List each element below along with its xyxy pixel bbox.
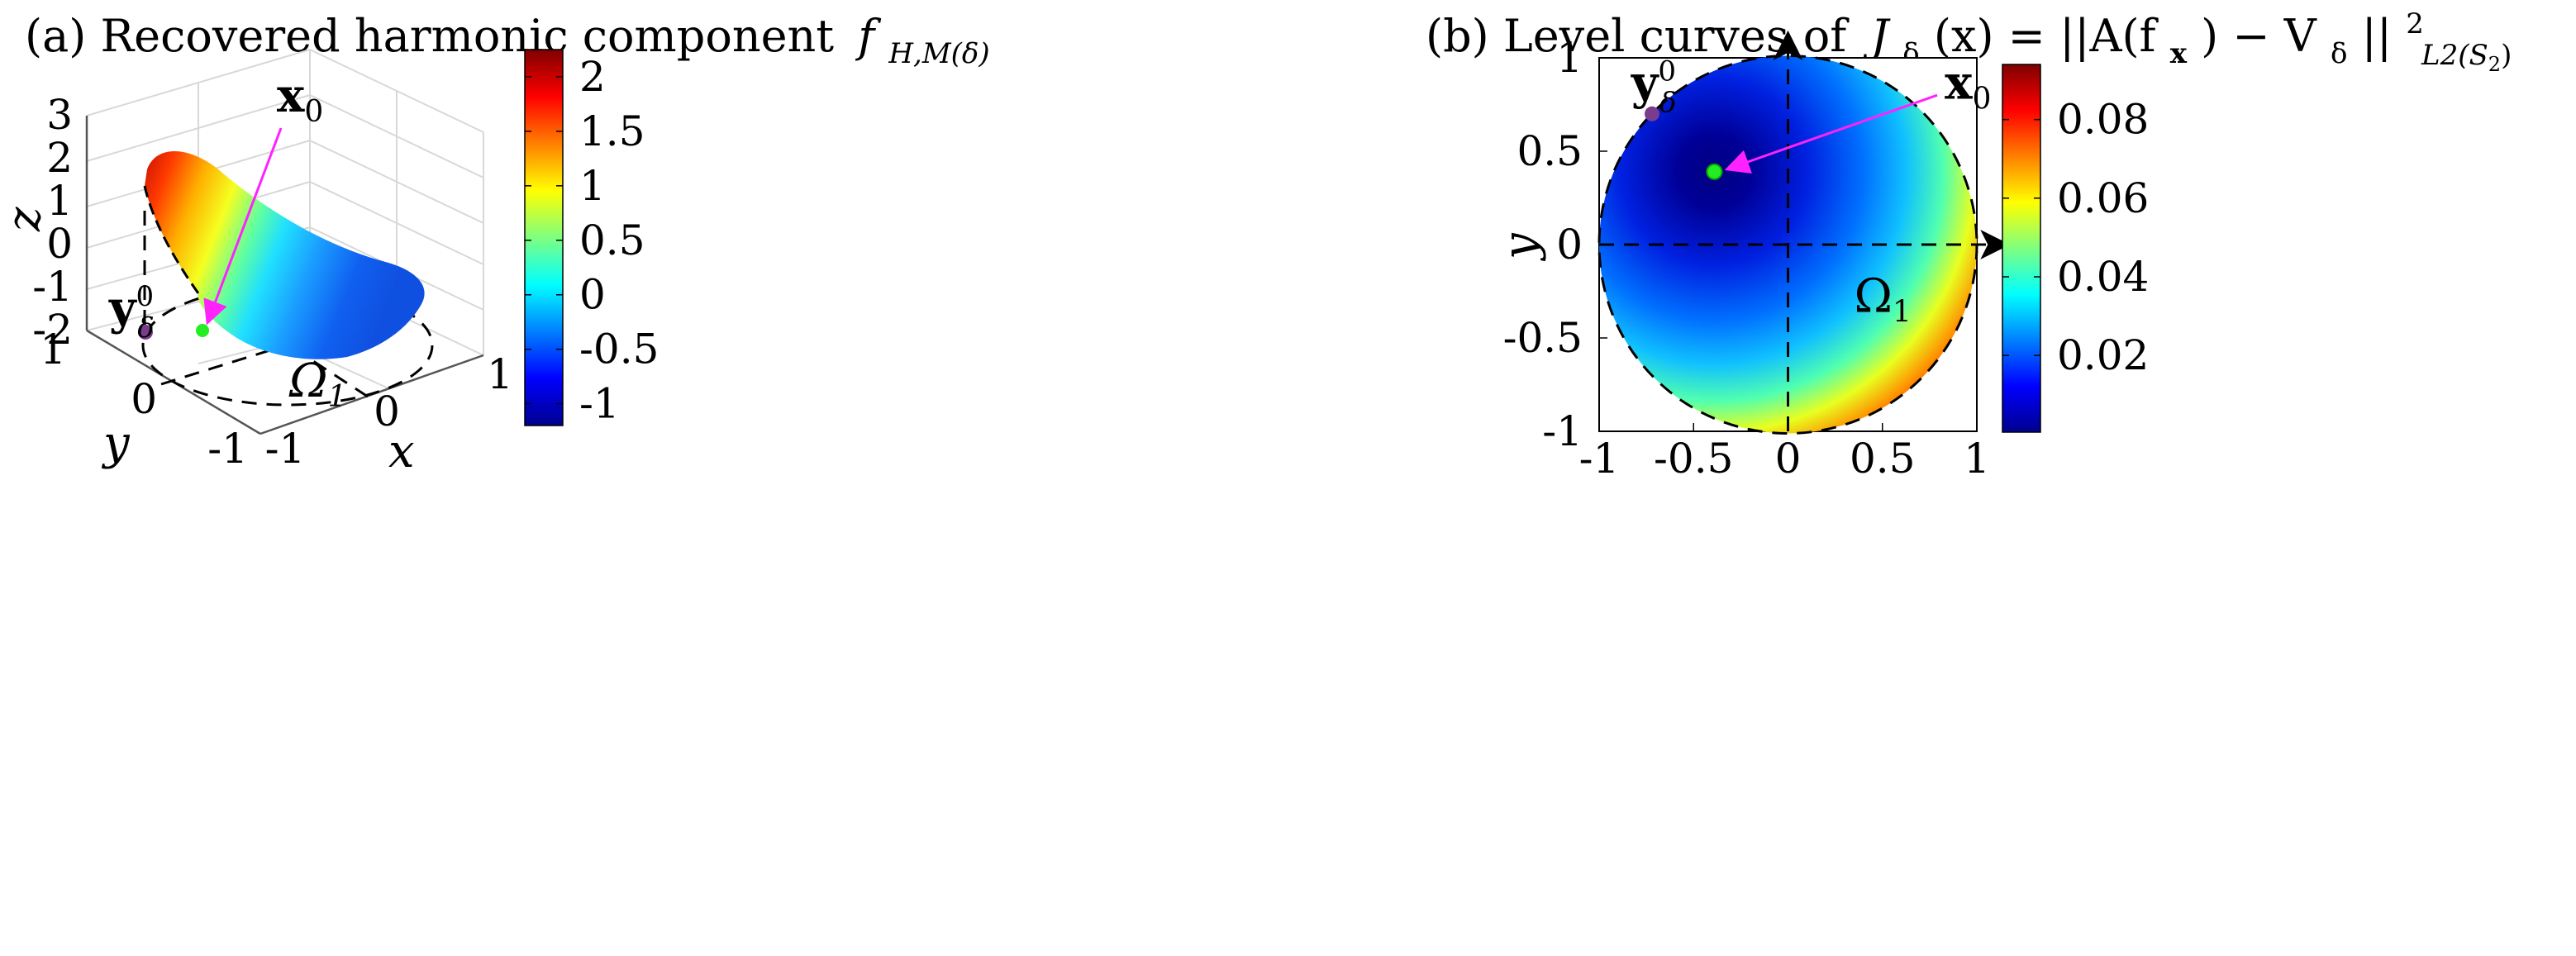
colorbar-a-ticks: 2 1.5 1 0.5 0 -0.5 -1 <box>525 53 659 428</box>
x0-label: x0 <box>277 69 323 129</box>
x-tick-labels: -1 0 1 <box>265 350 513 473</box>
colorbar-tick-label: -0.5 <box>579 326 659 373</box>
colorbar-b <box>2002 64 2041 433</box>
y-tick: 1 <box>1556 34 1583 82</box>
colorbar-tick-label: 0.5 <box>579 216 645 264</box>
omega-label: Ω1 <box>288 354 346 414</box>
x0-marker <box>1706 163 1723 180</box>
surface-plot-svg: (a) Recovered harmonic component f H,M(δ… <box>0 10 990 478</box>
z-tick: 2 <box>46 134 73 182</box>
x-tick: 0 <box>374 388 400 435</box>
colorbar-tick-label: 1 <box>579 162 606 210</box>
colorbar-tick-label: 0 <box>579 271 606 319</box>
x-tick: -1 <box>265 425 306 473</box>
colorbar-a <box>524 49 564 426</box>
x0-label: x0 <box>1945 56 1991 117</box>
y-axis-label: y <box>1493 232 1547 262</box>
z-tick: 1 <box>46 177 73 225</box>
x-tick: 0 <box>1775 435 1802 483</box>
x-tick: -0.5 <box>1654 435 1733 483</box>
colorbar-tick-label: 0.08 <box>2057 96 2149 144</box>
x0-marker <box>196 324 209 337</box>
y0-marker <box>138 325 153 340</box>
y-tick: 0 <box>131 375 157 423</box>
x0-arrow <box>203 127 283 326</box>
surface-edge <box>143 185 200 294</box>
y-tick-labels: 1 0.5 0 -0.5 -1 <box>1503 34 1607 455</box>
x-tick-labels: -1 -0.5 0 0.5 1 <box>1579 423 1990 483</box>
x-tick: 1 <box>1964 435 1990 483</box>
x0-arrow <box>1724 93 1938 174</box>
x-tick: 1 <box>487 350 513 398</box>
panel-a-surface-plot: (a) Recovered harmonic component f H,M(δ… <box>0 0 1264 956</box>
y0-marker <box>1644 106 1659 121</box>
harmonic-surface <box>145 150 425 359</box>
y0-label: y0 δ <box>1631 55 1677 120</box>
panel-b-heatmap: (b) Level curves of J δ (x) = ||A(f x ) … <box>1264 0 2576 956</box>
z-axis-label: z <box>0 207 51 232</box>
colorbar-tick-label: 2 <box>579 53 606 101</box>
x-tick: 0.5 <box>1850 435 1916 483</box>
y-tick: 0.5 <box>1517 127 1583 175</box>
colorbar-tick-label: 1.5 <box>579 107 645 155</box>
z-tick: -2 <box>32 306 73 354</box>
colorbar-tick-label: 0.02 <box>2057 331 2149 379</box>
heatmap-svg: (b) Level curves of J δ (x) = ||A(f x ) … <box>1426 0 2512 483</box>
x-tick: -1 <box>1579 435 1620 483</box>
y-tick: 1 <box>40 326 66 373</box>
x-axis-label: x <box>388 425 415 478</box>
y-tick-labels: -1 0 1 <box>40 326 248 473</box>
y-tick: -0.5 <box>1503 314 1583 362</box>
y-axis-label: y <box>101 416 131 470</box>
panel-a-title: (a) Recovered harmonic component f H,M(δ… <box>25 10 990 70</box>
z-tick: 3 <box>46 91 73 139</box>
colorbar-tick-label: -1 <box>579 380 620 428</box>
colorbar-tick-label: 0.06 <box>2057 174 2149 222</box>
z-tick: 0 <box>46 220 73 268</box>
colorbar-b-ticks: 0.08 0.06 0.04 0.02 <box>2002 96 2149 379</box>
colorbar-tick-label: 0.04 <box>2057 253 2149 301</box>
panel-b-title: (b) Level curves of J δ (x) = ||A(f x ) … <box>1426 0 2512 76</box>
omega-label: Ω1 <box>1854 269 1911 329</box>
y-tick: -1 <box>207 425 248 473</box>
y0-label: y0 δ <box>108 280 155 345</box>
z-tick: -1 <box>32 263 73 311</box>
y-tick: 0 <box>1556 221 1583 269</box>
y-tick: -1 <box>1542 407 1583 455</box>
